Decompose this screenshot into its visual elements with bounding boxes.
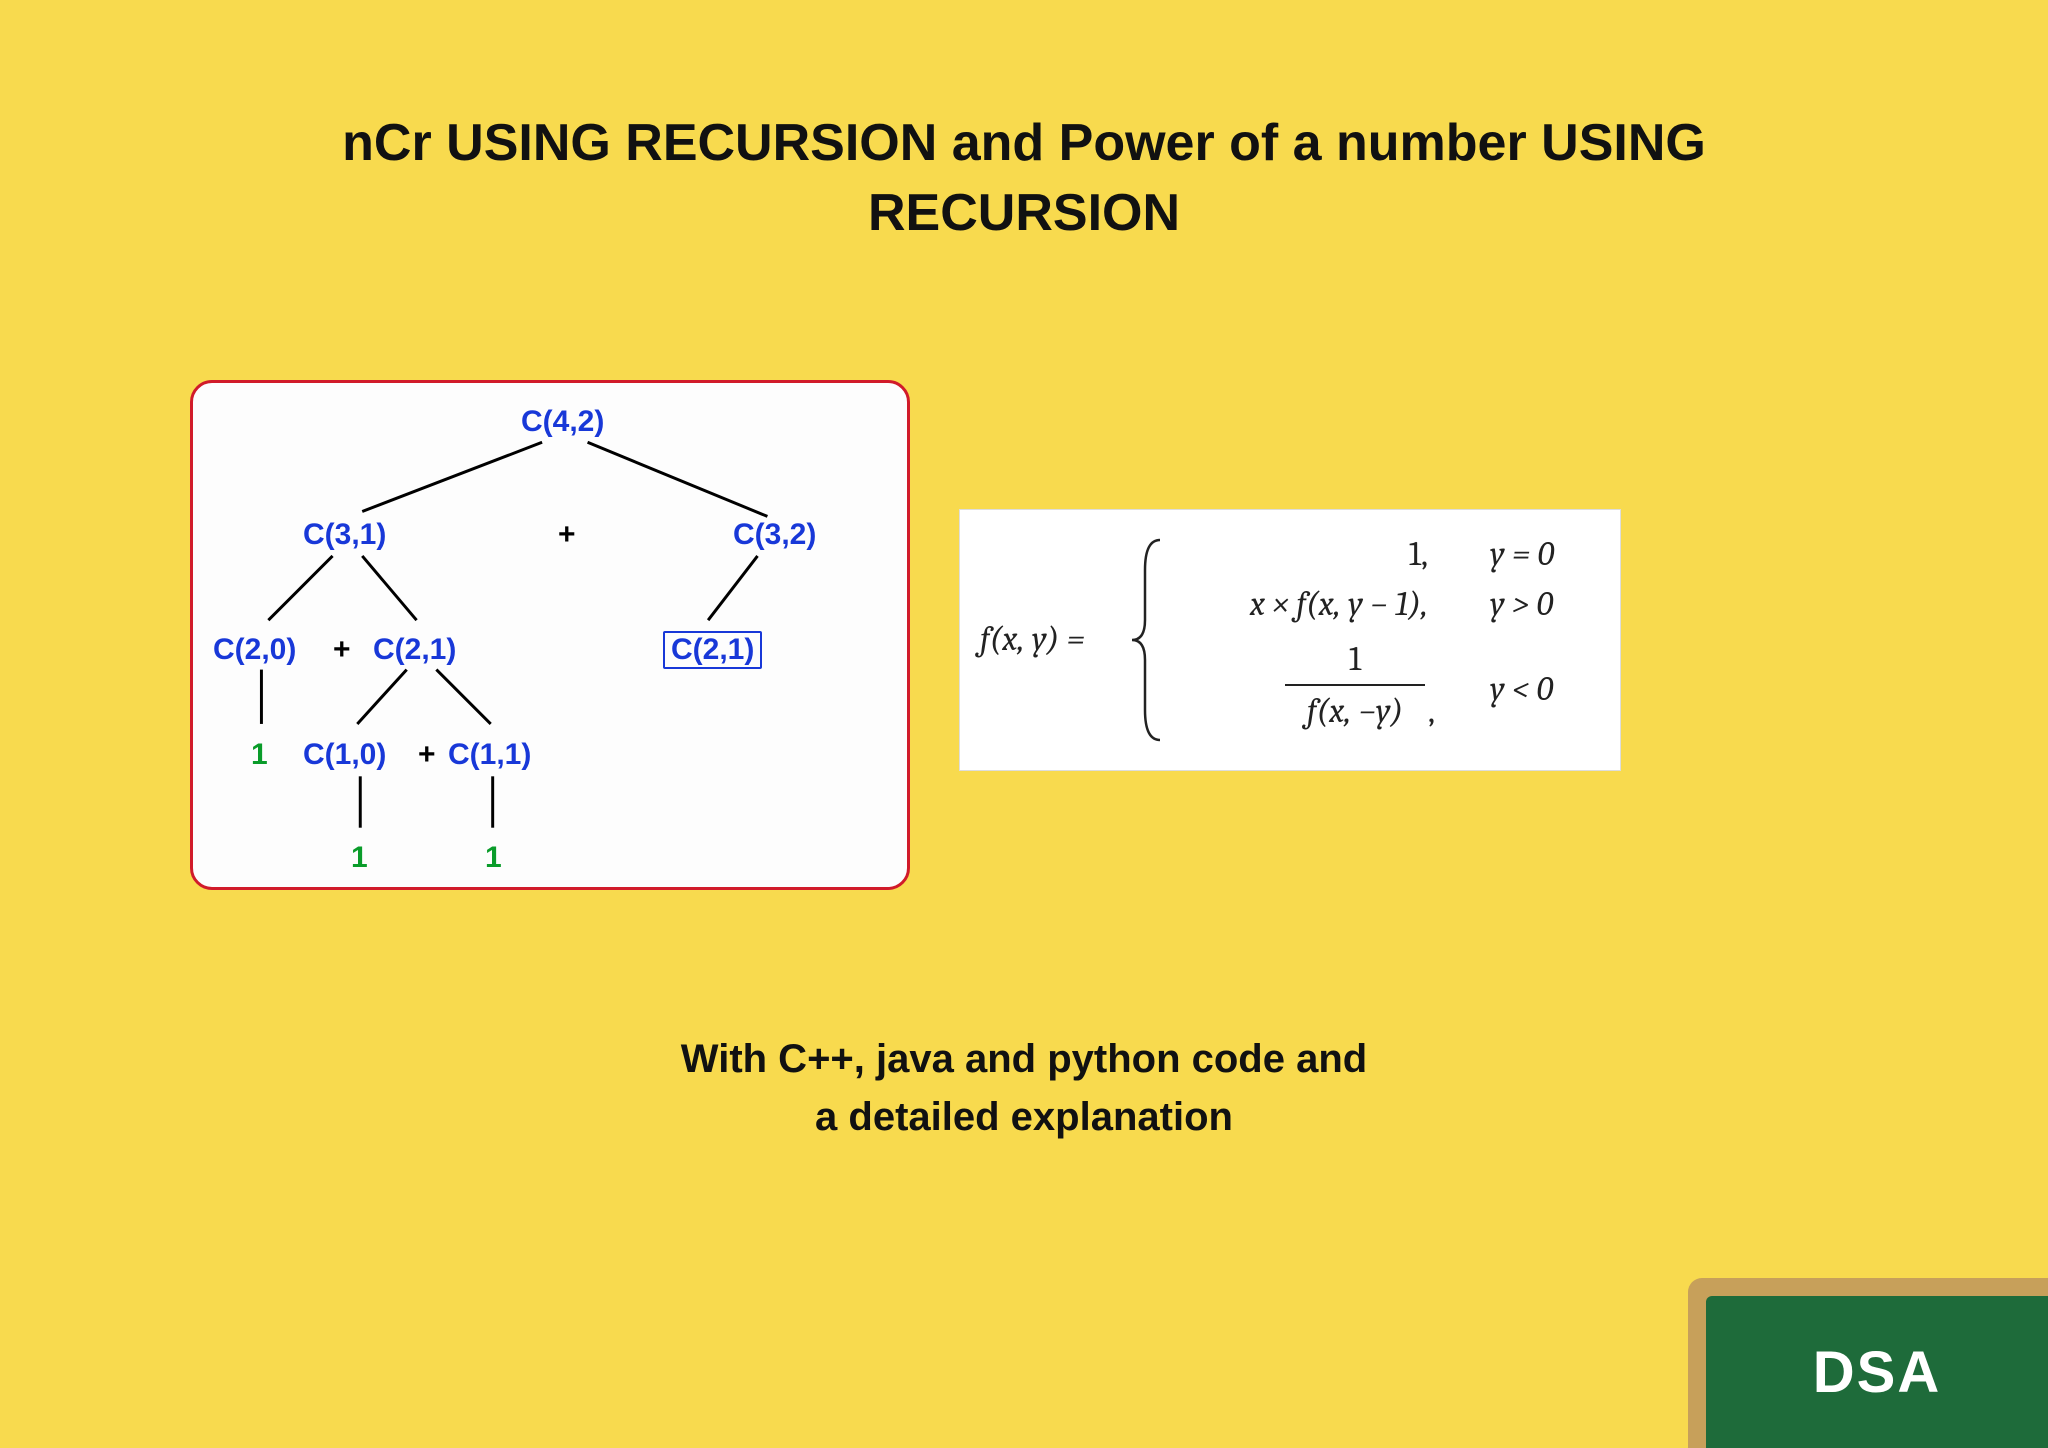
tree-node-c21-boxed: C(2,1) [663,631,762,669]
tree-node-l1-left: C(3,1) [303,518,386,552]
tree-op-plus-top: + [558,518,576,552]
tree-op-plus-l2: + [333,633,351,667]
tree-leaf-1b: 1 [351,841,368,875]
tree-leaf-1c: 1 [485,841,502,875]
formula-case2-expr: x × f(x, y − 1), [1249,584,1428,624]
tree-edges [193,383,907,887]
formula-panel: f(x, y) = 1, y = 0 x × f(x, y − 1), y > … [960,510,1620,770]
recursion-tree-panel: C(4,2) + C(3,1) C(3,2) C(2,0) + C(2,1) C… [190,380,910,890]
tree-edge [357,670,406,724]
tree-edge [362,442,542,511]
formula-case3-num: 1 [1349,639,1362,679]
tree-edge [268,556,332,620]
tree-node-c20: C(2,0) [213,633,296,667]
subtitle-line1: With C++, java and python code and [0,1030,2048,1088]
formula-case1-cond: y = 0 [1490,534,1555,574]
tree-leaf-1a: 1 [251,738,268,772]
formula-case3-comma: , [1428,691,1435,731]
tree-edge [588,442,768,516]
formula-brace [1132,540,1160,740]
formula-svg: f(x, y) = 1, y = 0 x × f(x, y − 1), y > … [960,510,1620,770]
formula-case2-cond: y > 0 [1490,584,1554,624]
tree-node-c11: C(1,1) [448,738,531,772]
formula-case1-expr: 1, [1409,534,1428,574]
subtitle-line2: a detailed explanation [0,1088,2048,1146]
tree-op-plus-l3: + [418,738,436,772]
formula-lhs: f(x, y) = [975,619,1085,659]
tree-node-c10: C(1,0) [303,738,386,772]
chalkboard: DSA [1688,1278,2048,1448]
formula-case3-den: f(x, −y) [1302,691,1403,731]
subtitle: With C++, java and python code and a det… [0,1030,2048,1146]
chalkboard-inner: DSA [1706,1296,2048,1448]
chalkboard-label: DSA [1813,1339,1941,1406]
tree-node-c21: C(2,1) [373,633,456,667]
page-title: nCr USING RECURSION and Power of a numbe… [0,108,2048,248]
tree-node-root: C(4,2) [521,405,604,439]
tree-node-l1-right: C(3,2) [733,518,816,552]
tree-edge [708,556,757,620]
formula-case3-cond: y < 0 [1490,669,1554,709]
tree-edge [436,670,490,724]
tree-edge [362,556,416,620]
